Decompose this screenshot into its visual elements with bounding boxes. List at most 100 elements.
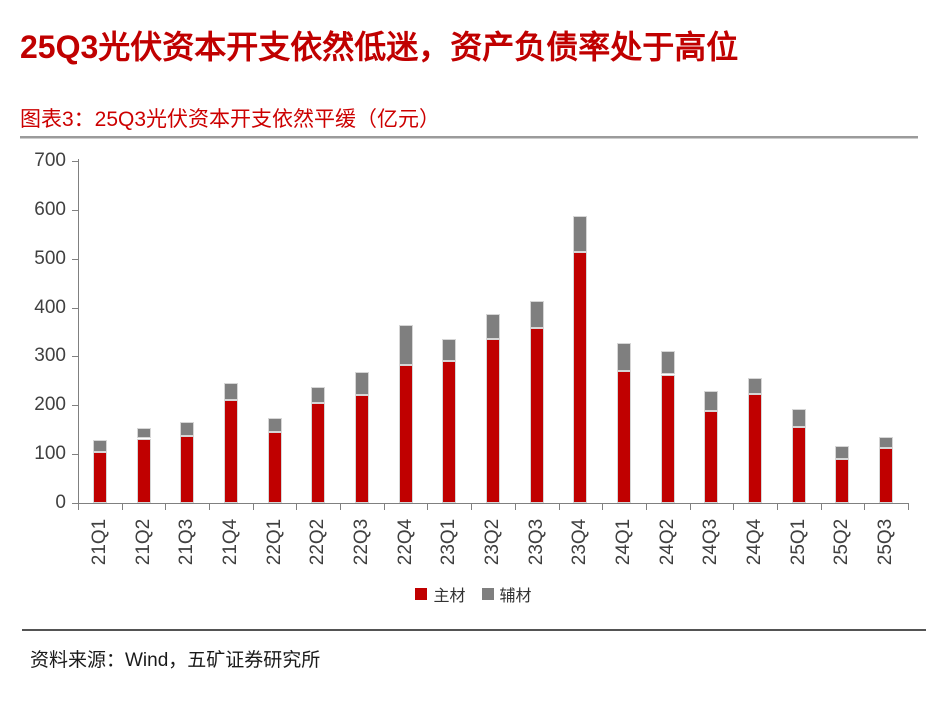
- bar-segment-21Q3-辅材: [180, 421, 195, 436]
- source-line: 资料来源：Wind，五矿证券研究所: [30, 650, 321, 671]
- source-divider: [22, 629, 926, 631]
- x-axis-tick: [296, 504, 298, 510]
- bar-segment-23Q2-主材: [486, 338, 500, 503]
- bar-segment-22Q1-辅材: [267, 418, 282, 432]
- bar-segment-25Q3-主材: [879, 447, 894, 503]
- legend-item-main: 主材: [415, 582, 466, 606]
- y-axis-tick-label: 400: [34, 296, 66, 318]
- bar-segment-23Q1-辅材: [442, 339, 457, 361]
- x-axis-tick: [908, 504, 909, 510]
- bar-segment-25Q1-主材: [791, 427, 806, 503]
- x-axis-category-label: 22Q2: [307, 518, 329, 566]
- y-axis-tick: [72, 454, 78, 456]
- y-axis-tick-label: 300: [34, 345, 66, 367]
- bar-segment-22Q3-辅材: [354, 371, 369, 395]
- x-axis-tick: [733, 504, 735, 510]
- x-axis-category-label: 22Q1: [263, 518, 285, 566]
- legend-label-main: 主材: [433, 588, 466, 605]
- bar-segment-24Q3-辅材: [704, 391, 719, 412]
- legend-item-aux: 辅材: [481, 582, 532, 606]
- y-axis-tick: [72, 405, 78, 407]
- bar-segment-22Q2-辅材: [311, 386, 326, 404]
- x-axis-category-label: 23Q4: [569, 518, 591, 566]
- bar-segment-21Q2-主材: [136, 438, 151, 503]
- x-axis-tick: [820, 504, 822, 510]
- y-axis-tick: [72, 503, 78, 504]
- bar-segment-23Q2-辅材: [486, 314, 500, 339]
- bar-segment-24Q2-辅材: [660, 351, 675, 375]
- x-axis-tick: [252, 504, 254, 510]
- bar-segment-22Q3-主材: [354, 395, 369, 503]
- bar-segment-21Q1-辅材: [92, 439, 107, 452]
- bar-segment-24Q4-主材: [748, 393, 763, 503]
- x-axis-category-label: 21Q4: [219, 518, 241, 566]
- bar-segment-24Q1-主材: [617, 370, 632, 503]
- x-axis-category-label: 25Q3: [875, 518, 897, 566]
- x-axis-tick: [165, 504, 167, 510]
- x-axis-category-label: 24Q3: [700, 518, 722, 566]
- y-axis-tick-label: 200: [34, 394, 66, 416]
- y-axis-tick-label: 0: [55, 492, 66, 513]
- legend-swatch-aux: [481, 588, 494, 600]
- bar-segment-23Q3-辅材: [529, 301, 544, 328]
- x-axis-tick: [558, 504, 560, 510]
- x-axis-category-label: 23Q3: [525, 518, 547, 566]
- y-axis-tick-label: 500: [34, 247, 66, 269]
- x-axis-tick: [689, 504, 691, 510]
- page-title: 25Q3光伏资本开支依然低迷，资产负债率处于高位: [20, 29, 739, 65]
- bar-segment-24Q3-主材: [704, 411, 719, 503]
- bar-segment-21Q3-主材: [180, 435, 195, 503]
- bar-segment-21Q4-辅材: [223, 383, 238, 401]
- x-axis-tick: [340, 504, 342, 510]
- x-axis-tick: [209, 504, 211, 510]
- x-axis-tick: [471, 504, 473, 510]
- bar-segment-22Q4-主材: [398, 364, 413, 503]
- y-axis-tick: [72, 161, 78, 162]
- bar-segment-23Q4-主材: [573, 252, 588, 503]
- x-axis-category-label: 21Q1: [88, 518, 110, 566]
- bar-segment-23Q1-主材: [442, 360, 457, 503]
- x-axis-category-label: 22Q3: [350, 518, 372, 566]
- chart-legend: 主材 辅材: [0, 582, 947, 606]
- x-axis-category-label: 21Q3: [176, 518, 198, 566]
- x-axis-category-label: 24Q4: [744, 518, 766, 566]
- bar-segment-24Q2-主材: [660, 374, 675, 503]
- y-axis-tick: [72, 258, 78, 260]
- x-axis-tick: [121, 504, 123, 510]
- x-axis-tick: [602, 504, 604, 510]
- bar-segment-22Q2-主材: [311, 403, 326, 503]
- x-axis-category-label: 23Q2: [482, 518, 503, 566]
- x-axis-category-label: 22Q4: [394, 518, 416, 566]
- bar-segment-24Q1-辅材: [617, 342, 632, 371]
- x-axis-category-label: 21Q2: [132, 518, 154, 566]
- figure-caption: 图表3：25Q3光伏资本开支依然平缓（亿元）: [20, 108, 441, 131]
- x-axis-tick: [427, 504, 429, 510]
- y-axis-tick-label: 100: [34, 443, 66, 465]
- caption-divider: [20, 136, 918, 139]
- y-axis-tick: [72, 307, 78, 309]
- bar-segment-23Q4-辅材: [573, 215, 588, 253]
- bar-segment-22Q1-主材: [267, 431, 282, 503]
- x-axis-category-label: 23Q1: [438, 518, 460, 566]
- y-axis-tick-label: 600: [34, 198, 66, 220]
- y-axis-tick: [72, 209, 78, 211]
- x-axis-tick: [776, 504, 778, 510]
- bar-segment-25Q2-主材: [835, 459, 850, 503]
- legend-swatch-main: [415, 588, 428, 600]
- bar-segment-25Q2-辅材: [835, 446, 850, 459]
- y-axis-line: [78, 159, 79, 504]
- legend-label-aux: 辅材: [499, 588, 532, 605]
- x-axis-category-label: 25Q1: [787, 518, 809, 566]
- y-axis-tick: [72, 356, 78, 358]
- x-axis-tick: [645, 504, 647, 510]
- x-axis-category-label: 24Q2: [656, 518, 678, 566]
- y-axis-tick-label: 700: [34, 150, 66, 171]
- x-axis-category-label: 25Q2: [831, 518, 853, 566]
- x-axis-line: [72, 503, 909, 504]
- bar-segment-23Q3-主材: [529, 327, 544, 503]
- x-axis-tick: [514, 504, 516, 510]
- x-axis-tick: [383, 504, 385, 510]
- x-axis-category-label: 24Q1: [613, 518, 635, 566]
- bar-segment-25Q1-辅材: [791, 408, 806, 428]
